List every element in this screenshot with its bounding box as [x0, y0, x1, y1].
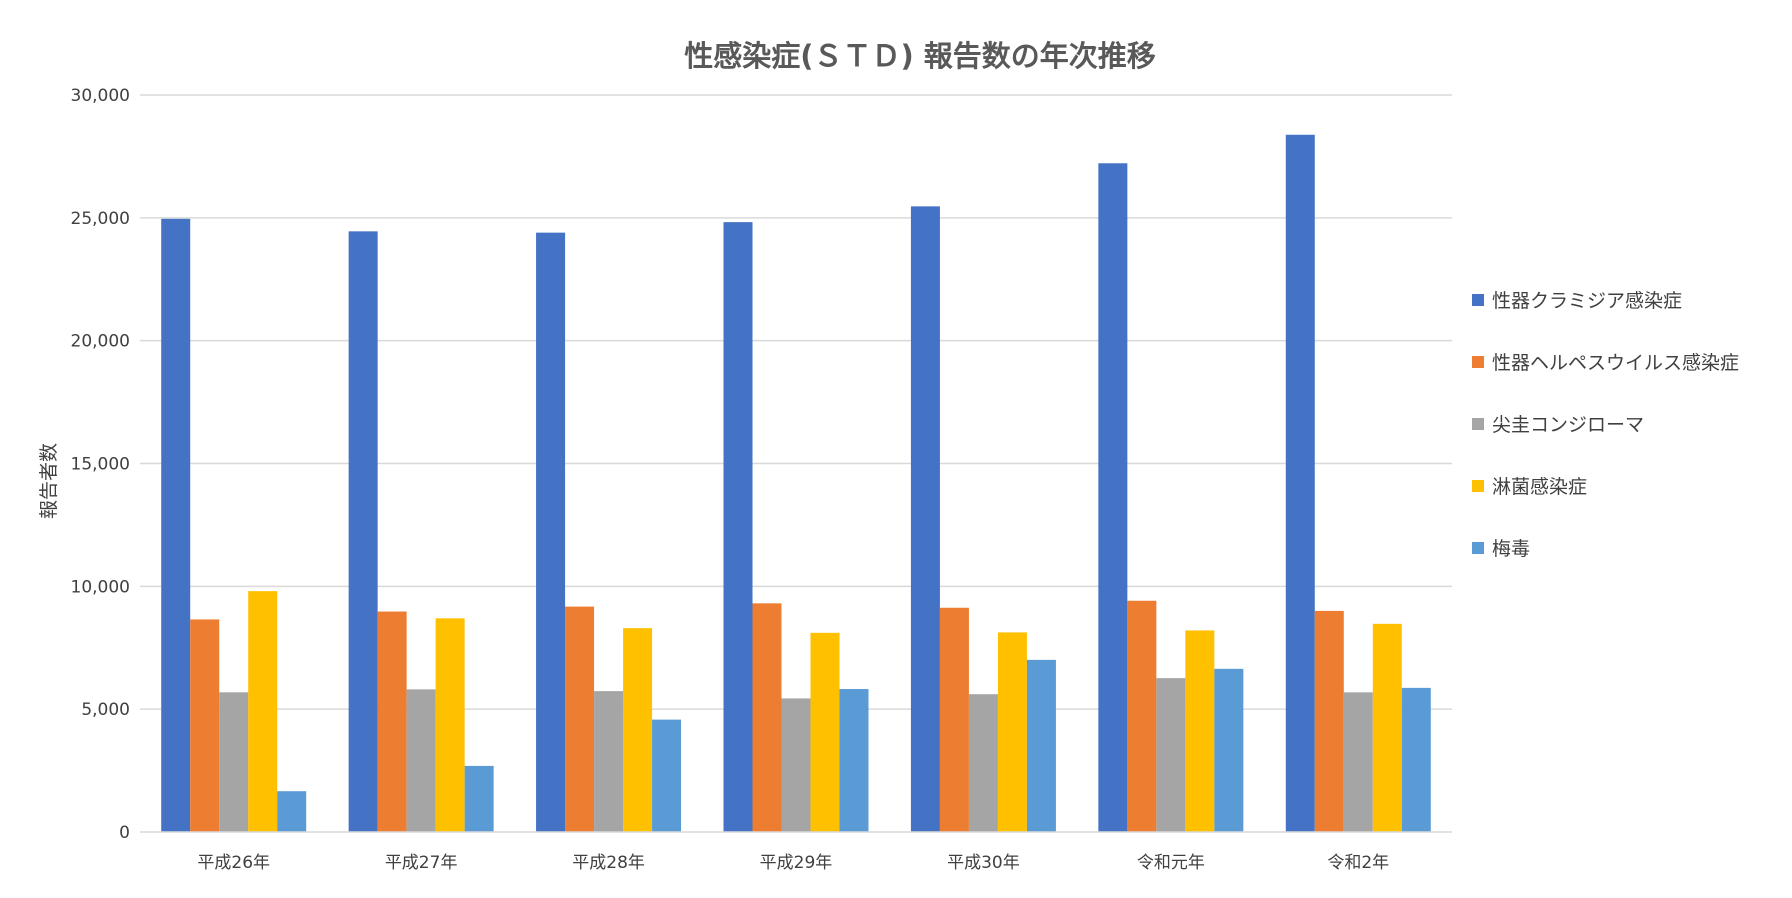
- bar-series-3-category-6: [1156, 678, 1186, 832]
- legend-label: 性器クラミジア感染症: [1492, 290, 1682, 312]
- legend-swatch: [1472, 356, 1484, 368]
- legend-swatch: [1472, 542, 1484, 554]
- bar-series-1-category-6: [1098, 163, 1128, 833]
- bar-series-5-category-4: [839, 689, 869, 832]
- y-tick-label: 25,000: [71, 209, 130, 229]
- legend-label: 淋菌感染症: [1492, 476, 1587, 498]
- bar-series-4-category-4: [810, 632, 840, 832]
- bar-series-5-category-7: [1401, 687, 1431, 832]
- bar-series-1-category-1: [161, 218, 191, 833]
- bar-series-4-category-2: [435, 618, 465, 832]
- bar-series-1-category-5: [910, 206, 940, 832]
- y-tick-label: 30,000: [71, 86, 130, 106]
- gridlines: [140, 94, 1452, 710]
- bar-series-5-category-5: [1026, 659, 1056, 832]
- x-tick-label: 平成29年: [760, 853, 833, 873]
- bar-series-2-category-7: [1314, 610, 1344, 832]
- bar-series-3-category-4: [781, 698, 811, 832]
- y-tick-label: 15,000: [71, 455, 130, 475]
- y-tick-label: 20,000: [71, 332, 130, 352]
- bar-series-3-category-2: [406, 689, 436, 832]
- bar-series-4-category-7: [1372, 623, 1402, 832]
- legend-swatch: [1472, 480, 1484, 492]
- bar-series-2-category-1: [190, 619, 220, 832]
- legend-label: 性器ヘルペスウイルス感染症: [1492, 352, 1739, 374]
- bar-series-5-category-2: [464, 765, 494, 832]
- x-tick-label: 令和2年: [1327, 853, 1389, 873]
- bar-series-1-category-3: [536, 232, 566, 832]
- chart-title: 性感染症(ＳＴＤ) 報告数の年次推移: [684, 39, 1156, 73]
- bar-series-3-category-3: [594, 691, 624, 832]
- legend-label: 尖圭コンジローマ: [1492, 414, 1644, 436]
- legend-swatch: [1472, 294, 1484, 306]
- x-axis-tick-labels: 平成26年 平成27年 平成28年 平成29年 平成30年 令和元年 令和2年: [197, 853, 1389, 873]
- y-tick-label: 10,000: [71, 577, 130, 597]
- bar-series-1-category-7: [1285, 134, 1315, 832]
- y-tick-label: 5,000: [81, 700, 130, 720]
- x-tick-label: 平成27年: [385, 853, 458, 873]
- x-tick-label: 令和元年: [1137, 853, 1205, 873]
- bar-series-4-category-1: [248, 591, 278, 832]
- bar-series-4-category-3: [623, 628, 653, 832]
- bar-series-2-category-3: [565, 606, 595, 832]
- bar-series-3-category-7: [1343, 692, 1373, 832]
- bar-series-2-category-6: [1127, 600, 1157, 832]
- y-tick-label: 0: [119, 823, 130, 843]
- x-tick-label: 平成30年: [947, 853, 1020, 873]
- bar-series-5-category-3: [652, 719, 682, 832]
- y-axis-tick-labels: 0 5,000 10,000 15,000 20,000 25,000 30,000: [71, 86, 130, 843]
- bar-series-5-category-6: [1214, 668, 1244, 832]
- x-tick-label: 平成28年: [572, 853, 645, 873]
- legend-label: 梅毒: [1492, 538, 1530, 560]
- legend-swatch: [1472, 418, 1484, 430]
- bar-series-4-category-5: [997, 632, 1027, 832]
- bars: [161, 134, 1431, 833]
- bar-series-5-category-1: [277, 791, 307, 832]
- x-tick-label: 平成26年: [197, 853, 270, 873]
- bar-series-2-category-4: [752, 603, 782, 832]
- bar-series-2-category-2: [377, 611, 407, 832]
- y-axis-title: 報告者数: [38, 443, 60, 519]
- bar-series-1-category-2: [348, 231, 378, 833]
- bar-series-2-category-5: [939, 607, 969, 832]
- bar-series-3-category-1: [219, 692, 249, 832]
- bar-series-4-category-6: [1185, 630, 1215, 832]
- bar-series-1-category-4: [723, 222, 753, 832]
- bar-series-3-category-5: [968, 694, 998, 832]
